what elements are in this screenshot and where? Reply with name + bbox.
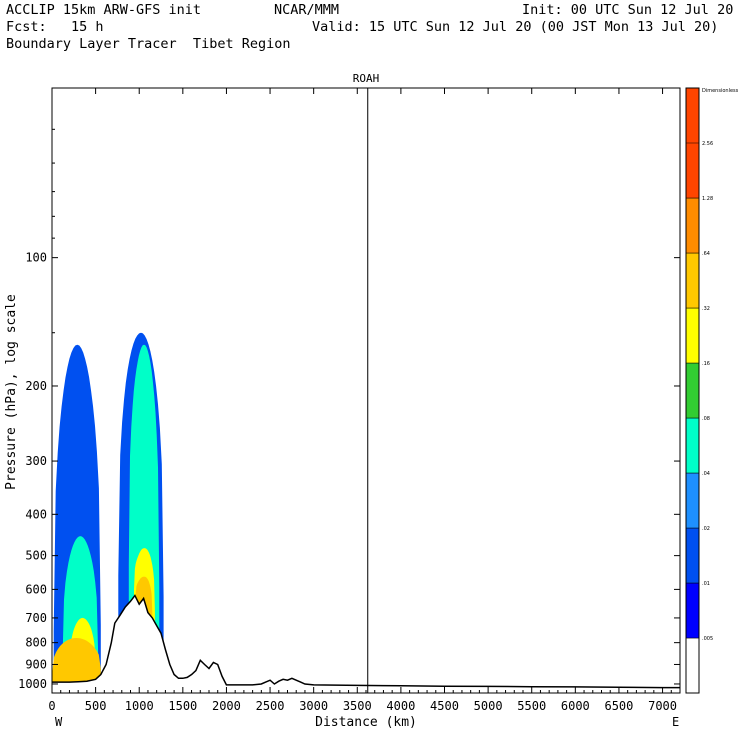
colorbar-frame [685, 87, 700, 694]
x-axis-ticks: 0 500 1000 1500 2000 2500 3000 3500 4000 4500 5000… [48, 88, 677, 713]
x-tick-label: 3500 [343, 699, 372, 713]
colorbar-band [685, 472, 700, 529]
colorbar-level-label: .01 [702, 581, 710, 587]
y-tick-label: 600 [25, 582, 47, 596]
x-tick-label: 2000 [212, 699, 241, 713]
x-tick-label: 3000 [299, 699, 328, 713]
colorbar-band [685, 582, 700, 639]
colorbar-band [685, 142, 700, 199]
header-valid-time: Valid: 15 UTC Sun 12 Jul 20 (00 JST Mon … [312, 19, 719, 35]
x-axis-label: Distance (km) [315, 715, 417, 730]
colorbar-band [685, 362, 700, 419]
y-tick-label: 800 [25, 636, 47, 650]
tracer-fills [52, 319, 168, 683]
y-tick-label: 500 [25, 549, 47, 563]
colorbar-top-cap [686, 88, 699, 143]
x-tick-label: 4500 [430, 699, 459, 713]
x-tick-label: 500 [85, 699, 107, 713]
x-tick-label: 2500 [256, 699, 285, 713]
x-tick-label: 6500 [604, 699, 633, 713]
x-tick-label: 6000 [561, 699, 590, 713]
colorbar-level-label: .005 [702, 636, 713, 642]
terrain-layer [52, 594, 680, 693]
header-init-time: Init: 00 UTC Sun 12 Jul 20 [522, 2, 734, 18]
colorbar-level-label: .16 [702, 361, 710, 367]
y-tick-label: 900 [25, 657, 47, 671]
header-institution: NCAR/MMM [274, 2, 340, 18]
tracer-plume-5 [128, 344, 160, 631]
header-field-name: Boundary Layer Tracer Tibet Region [6, 36, 291, 52]
terrain-surface-line [52, 594, 680, 689]
colorbar-level-label: .08 [702, 416, 710, 422]
colorbar-band [685, 417, 700, 474]
y-tick-label: 400 [25, 507, 47, 521]
colorbar-band [685, 637, 700, 694]
x-tick-label: 0 [48, 699, 55, 713]
colorbar-level-label: 2.56 [702, 141, 713, 147]
y-tick-label: 1000 [18, 677, 47, 691]
colorbar-units-label: Dimensionless [702, 88, 739, 94]
colorbar-level-label: .64 [702, 251, 710, 257]
colorbar: .005 .01 .02 .04 .08 .16 .32 .64 1.28 2.56 Dimensi… [685, 87, 739, 694]
y-tick-label: 200 [25, 379, 47, 393]
colorbar-band [685, 307, 700, 364]
colorbar-level-label: .32 [702, 306, 710, 312]
terrain-mask [52, 595, 680, 693]
chart-title: ROAH [353, 72, 380, 85]
y-tick-label: 300 [25, 454, 47, 468]
header-forecast-hour: Fcst: 15 h [6, 19, 104, 35]
x-axis-west-label: W [55, 715, 63, 729]
header-model-title: ACCLIP 15km ARW-GFS init [6, 2, 202, 18]
x-tick-label: 5500 [517, 699, 546, 713]
x-tick-label: 1000 [125, 699, 154, 713]
colorbar-band [685, 252, 700, 309]
x-tick-label: 4000 [386, 699, 415, 713]
y-axis-label: Pressure (hPa), log scale [4, 294, 19, 490]
colorbar-level-label: .04 [702, 471, 710, 477]
x-tick-label: 1500 [168, 699, 197, 713]
x-tick-label: 7000 [648, 699, 677, 713]
colorbar-level-label: 1.28 [702, 196, 713, 202]
colorbar-level-label: .02 [702, 526, 710, 532]
y-tick-label: 700 [25, 611, 47, 625]
y-axis-ticks: 100 200 300 400 500 600 700 800 900 1000 [18, 128, 680, 694]
x-tick-label: 5000 [474, 699, 503, 713]
y-tick-label: 100 [25, 251, 47, 265]
x-axis-east-label: E [672, 715, 679, 729]
colorbar-band [685, 527, 700, 584]
colorbar-band [685, 197, 700, 254]
tracer-plume-8 [52, 638, 101, 683]
